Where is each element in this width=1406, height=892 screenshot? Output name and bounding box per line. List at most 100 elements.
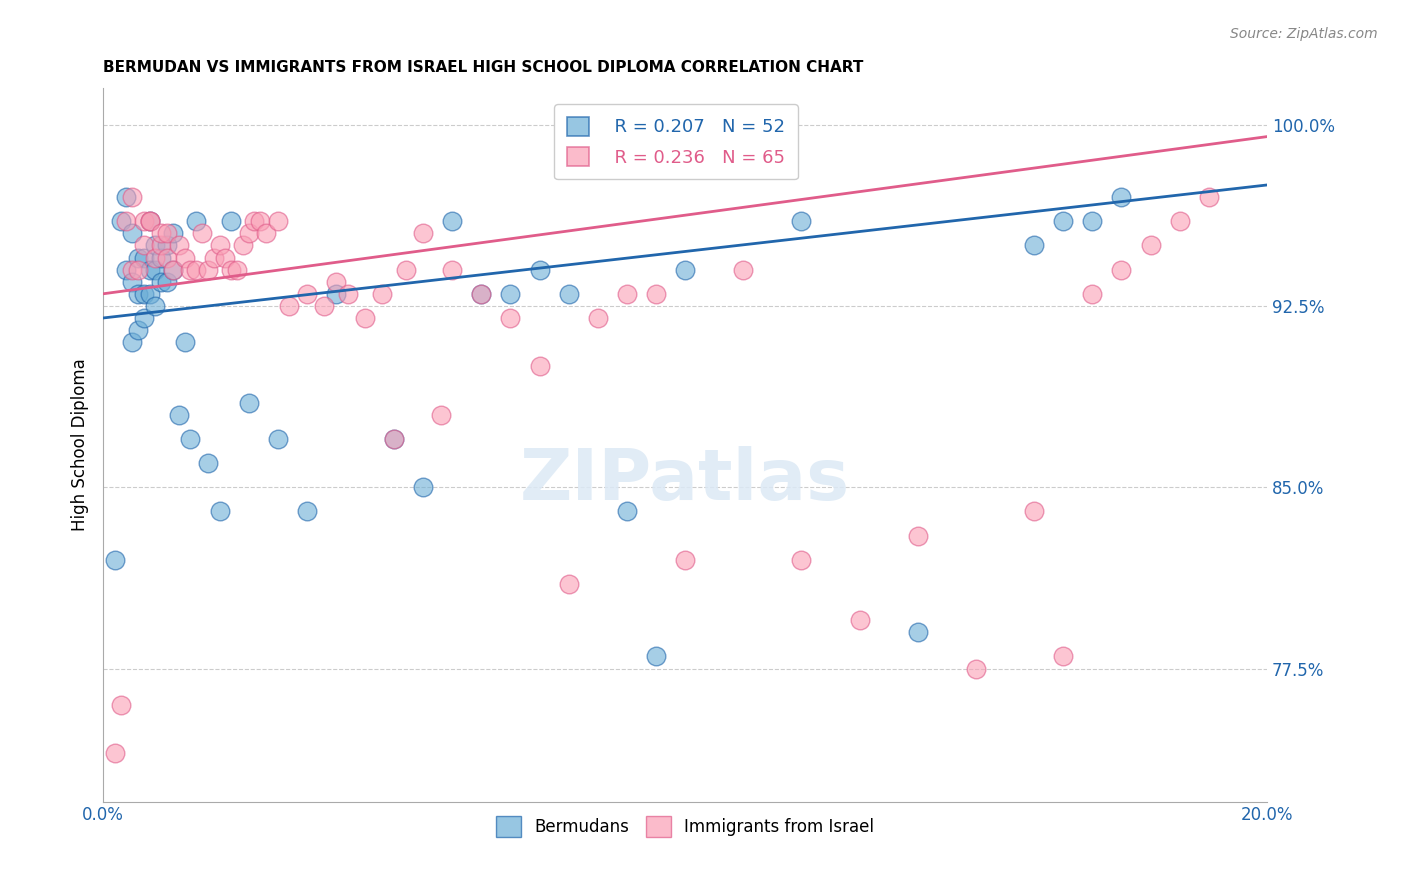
Point (132, 214, 155, 228)
Point (173, 335, 195, 350)
Point (325, 286, 347, 301)
Point (441, 262, 464, 277)
Point (616, 504, 638, 518)
Point (295, 286, 318, 301)
Point (156, 238, 179, 252)
Point (295, 504, 318, 518)
Point (243, 214, 266, 228)
Point (673, 553, 696, 567)
Text: ZIPatlas: ZIPatlas (520, 446, 851, 515)
Point (354, 310, 377, 325)
Point (499, 286, 522, 301)
Point (156, 275, 179, 289)
Point (110, 214, 132, 228)
Point (179, 432, 201, 446)
Point (121, 335, 143, 350)
Point (167, 238, 190, 252)
Text: BERMUDAN VS IMMIGRANTS FROM ISRAEL HIGH SCHOOL DIPLOMA CORRELATION CHART: BERMUDAN VS IMMIGRANTS FROM ISRAEL HIGH … (103, 60, 863, 75)
Point (162, 262, 184, 277)
Point (138, 286, 160, 301)
Point (412, 227, 434, 241)
Point (1168, 214, 1191, 228)
Point (616, 286, 638, 301)
Point (529, 262, 551, 277)
Legend: Bermudans, Immigrants from Israel: Bermudans, Immigrants from Israel (489, 810, 880, 843)
Point (127, 262, 149, 277)
Point (645, 286, 668, 301)
Point (127, 251, 149, 265)
Point (412, 480, 434, 494)
Point (132, 238, 155, 252)
Point (197, 456, 219, 470)
Point (115, 190, 138, 204)
Point (733, 262, 755, 277)
Point (232, 238, 254, 252)
Point (162, 227, 184, 241)
Point (1024, 238, 1046, 252)
Point (127, 323, 149, 337)
Point (673, 262, 696, 277)
Point (254, 227, 277, 241)
Point (104, 553, 127, 567)
Point (1139, 238, 1161, 252)
Point (145, 262, 167, 277)
Point (145, 299, 167, 313)
Point (907, 625, 929, 640)
Point (179, 262, 201, 277)
Point (145, 251, 167, 265)
Point (470, 286, 492, 301)
Point (115, 214, 138, 228)
Point (219, 214, 242, 228)
Point (325, 275, 347, 289)
Point (145, 238, 167, 252)
Point (1052, 214, 1074, 228)
Point (156, 227, 179, 241)
Point (121, 190, 143, 204)
Point (907, 528, 929, 542)
Point (167, 408, 190, 422)
Point (121, 227, 143, 241)
Point (1111, 190, 1133, 204)
Point (790, 553, 813, 567)
Point (790, 214, 813, 228)
Point (214, 251, 236, 265)
Point (371, 286, 394, 301)
Point (1052, 649, 1074, 664)
Point (132, 310, 155, 325)
Point (150, 275, 173, 289)
Text: Source: ZipAtlas.com: Source: ZipAtlas.com (1230, 27, 1378, 41)
Point (557, 577, 579, 591)
Point (138, 214, 160, 228)
Point (267, 214, 290, 228)
Point (278, 299, 301, 313)
Point (156, 251, 179, 265)
Point (1024, 504, 1046, 518)
Point (191, 227, 214, 241)
Point (162, 262, 184, 277)
Point (336, 286, 359, 301)
Point (1111, 262, 1133, 277)
Point (138, 214, 160, 228)
Point (208, 238, 231, 252)
Point (382, 432, 405, 446)
Point (557, 286, 579, 301)
Point (104, 746, 127, 760)
Point (395, 262, 418, 277)
Point (219, 262, 242, 277)
Point (238, 227, 260, 241)
Point (470, 286, 492, 301)
Point (267, 432, 290, 446)
Point (1081, 214, 1104, 228)
Point (1081, 286, 1104, 301)
Point (238, 395, 260, 409)
Point (249, 214, 271, 228)
Point (208, 504, 231, 518)
Point (202, 251, 225, 265)
Point (186, 214, 208, 228)
Point (150, 251, 173, 265)
Point (429, 408, 451, 422)
Point (314, 299, 336, 313)
Point (848, 613, 870, 627)
Point (226, 262, 249, 277)
Point (138, 214, 160, 228)
